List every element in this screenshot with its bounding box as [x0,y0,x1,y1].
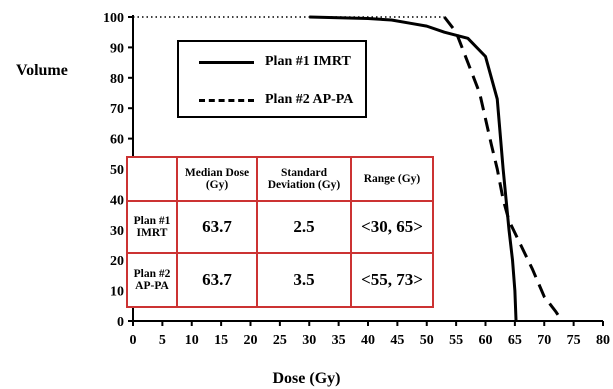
table-row-label: Plan #2 AP-PA [126,252,178,308]
table-cell-range: <55, 73> [350,252,434,308]
y-tick-label: 20 [110,254,124,269]
y-axis-label: Volume [16,62,68,79]
table-cell-range: <30, 65> [350,200,434,254]
table-cell-median: 63.7 [176,200,258,254]
table-row-label: Plan #1 IMRT [126,200,178,254]
x-tick-label: 25 [273,333,287,348]
x-tick-label: 75 [567,333,581,348]
x-tick-label: 0 [130,333,137,348]
y-tick-label: 0 [117,315,124,330]
x-tick-label: 60 [479,333,493,348]
y-tick-label: 100 [103,11,124,26]
x-tick-label: 50 [420,333,434,348]
x-tick-label: 20 [244,333,258,348]
legend-label-plan2: Plan #2 AP-PA [265,92,354,107]
legend-item-plan1: Plan #1 IMRT [179,52,365,72]
table-header-sd: Standard Deviation (Gy) [256,156,352,202]
table-row: Plan #2 AP-PA 63.7 3.5 <55, 73> [126,252,434,308]
series-line-plan2 [443,16,564,322]
x-tick-label: 80 [596,333,610,348]
legend-solid-line-icon [199,61,254,64]
x-tick-label: 70 [537,333,551,348]
x-axis-label: Dose (Gy) [272,370,341,387]
table-header-range: Range (Gy) [350,156,434,202]
table-header-median: Median Dose (Gy) [176,156,258,202]
y-tick-label: 60 [110,133,124,148]
table-header-corner [126,156,178,202]
y-tick-label: 50 [110,163,124,178]
legend-dashed-line-icon [199,99,254,102]
table-row: Plan #1 IMRT 63.7 2.5 <30, 65> [126,200,434,254]
legend: Plan #1 IMRT Plan #2 AP-PA [177,40,367,118]
x-tick-label: 45 [390,333,404,348]
legend-label-plan1: Plan #1 IMRT [265,54,351,69]
y-tick-label: 10 [110,285,124,300]
y-tick-label: 90 [110,41,124,56]
x-tick-label: 10 [185,333,199,348]
y-tick-label: 40 [110,193,124,208]
y-tick-label: 80 [110,72,124,87]
x-tick-label: 30 [302,333,316,348]
x-tick-label: 55 [449,333,463,348]
table-cell-sd: 2.5 [256,200,352,254]
x-tick-label: 35 [332,333,346,348]
x-tick-label: 15 [214,333,228,348]
legend-item-plan2: Plan #2 AP-PA [179,90,365,110]
x-tick-label: 65 [508,333,522,348]
y-tick-label: 70 [110,102,124,117]
table-header-row: Median Dose (Gy) Standard Deviation (Gy)… [126,156,434,202]
x-tick-label: 40 [361,333,375,348]
table-cell-median: 63.7 [176,252,258,308]
y-tick-label: 30 [110,224,124,239]
table-cell-sd: 3.5 [256,252,352,308]
statistics-table: Median Dose (Gy) Standard Deviation (Gy)… [126,156,434,308]
series-line-plan1 [309,15,518,322]
x-tick-label: 5 [159,333,166,348]
